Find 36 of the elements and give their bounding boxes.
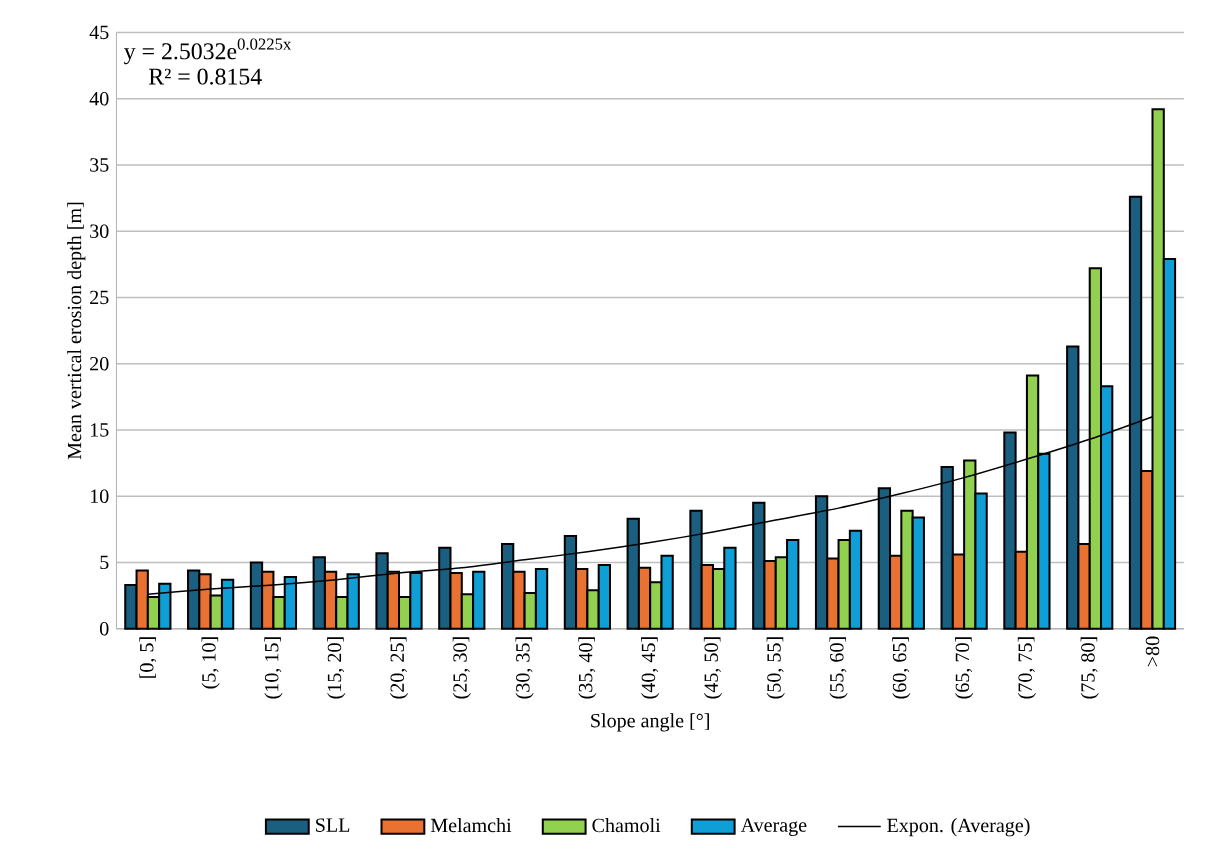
x-axis-title: Slope angle [°] [591, 713, 709, 732]
y-tick-label: 35 [90, 158, 109, 172]
x-tick-label: (20, 25] [389, 637, 409, 699]
legend-label: Chamoli [592, 818, 661, 833]
x-tick-label: (55, 60] [829, 637, 848, 699]
x-tick-label: (10, 15] [264, 637, 283, 699]
y-tick-label: 40 [89, 91, 109, 106]
x-tick-label: (60, 65] [892, 637, 911, 699]
x-tick-label: (45, 50] [703, 637, 723, 699]
x-tick-label: (50, 55] [766, 637, 785, 699]
x-tick-label: (40, 45] [641, 637, 660, 699]
y-tick-label: 0 [99, 621, 109, 636]
legend-label: Average [740, 818, 807, 836]
y-tick-label: 45 [89, 25, 109, 40]
y-axis-title: Mean vertical erosion depth [m] [67, 202, 86, 460]
x-tick-label: (70, 75] [1017, 637, 1037, 699]
x-tick-label: (5, 10] [201, 637, 220, 689]
y-tick-label: 5 [100, 555, 109, 570]
legend-label: SLL [316, 818, 350, 832]
y-tick-label: 10 [90, 489, 109, 503]
annotation: R² = 0.8154 [148, 68, 262, 85]
legend-label: Melamchi [430, 818, 512, 833]
annotation: y = 2.5032e$^{0.0225x}$ [124, 38, 292, 65]
x-tick-label: (30, 35] [515, 637, 534, 699]
x-tick-label: (15, 20] [327, 637, 346, 699]
y-tick-label: 15 [90, 423, 109, 437]
x-tick-label: [0, 5] [139, 637, 157, 678]
x-tick-label: (35, 40] [578, 637, 597, 699]
legend-label: Expon. (Average) [887, 818, 1030, 837]
x-tick-label: (75, 80] [1080, 637, 1099, 699]
x-tick-label: >80 [1145, 636, 1160, 667]
x-tick-label: (25, 30] [452, 637, 471, 699]
y-tick-label: 30 [90, 224, 109, 238]
y-tick-label: 25 [90, 290, 109, 305]
y-tick-label: 20 [90, 356, 109, 371]
x-tick-label: (65, 70] [955, 637, 974, 699]
